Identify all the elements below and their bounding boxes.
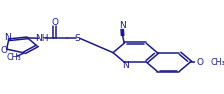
Text: N: N bbox=[4, 33, 11, 42]
Text: NH: NH bbox=[35, 34, 49, 43]
Text: O: O bbox=[52, 18, 59, 27]
Text: CH₃: CH₃ bbox=[6, 53, 21, 62]
Text: N: N bbox=[122, 61, 128, 69]
Text: N: N bbox=[119, 21, 126, 30]
Text: S: S bbox=[75, 34, 80, 43]
Text: O: O bbox=[196, 58, 203, 66]
Text: CH₃: CH₃ bbox=[211, 58, 224, 66]
Text: O: O bbox=[0, 46, 7, 55]
